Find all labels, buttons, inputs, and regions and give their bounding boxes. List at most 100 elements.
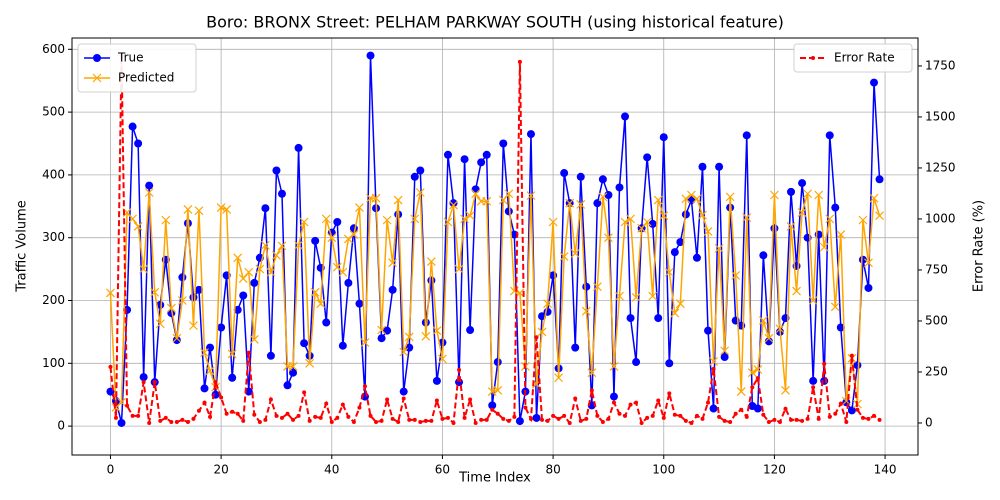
data-point	[139, 373, 148, 382]
data-point	[573, 396, 578, 401]
data-point	[134, 139, 143, 148]
data-point	[720, 346, 730, 356]
data-point	[626, 314, 635, 323]
data-point	[858, 215, 868, 225]
y-tick-label: 300	[42, 230, 65, 244]
data-point	[526, 130, 535, 139]
data-point	[477, 158, 486, 167]
data-point	[279, 415, 284, 420]
data-point	[421, 331, 431, 341]
data-point	[407, 417, 412, 422]
data-point	[219, 395, 224, 400]
data-point	[665, 359, 674, 368]
data-point	[860, 415, 865, 420]
series-line	[109, 191, 881, 409]
data-point	[401, 396, 406, 401]
data-point	[272, 166, 281, 175]
y2-tick-label: 1500	[925, 109, 956, 123]
data-point	[438, 354, 447, 364]
x-tick-label: 0	[107, 463, 115, 477]
data-point	[517, 59, 522, 64]
data-point	[230, 409, 235, 414]
data-point	[742, 213, 752, 223]
data-point	[598, 175, 607, 184]
data-point	[174, 419, 179, 424]
data-point	[144, 188, 154, 197]
data-point	[592, 282, 602, 292]
data-point	[404, 332, 414, 342]
data-point	[147, 420, 152, 425]
data-point	[374, 419, 379, 424]
data-point	[736, 387, 746, 396]
data-point	[133, 221, 143, 231]
data-point	[589, 388, 594, 393]
data-point	[576, 172, 585, 181]
data-point	[445, 415, 450, 420]
data-point	[145, 181, 154, 190]
data-point	[183, 205, 193, 214]
data-point	[571, 343, 580, 352]
data-point	[797, 208, 807, 218]
y2-tick-label: 1250	[925, 160, 956, 174]
data-point	[794, 417, 799, 422]
data-point	[554, 373, 564, 383]
data-point	[250, 278, 259, 287]
data-point	[283, 381, 292, 390]
data-point	[548, 217, 558, 227]
data-point	[415, 188, 425, 197]
legend-marker	[92, 73, 102, 83]
data-point	[460, 155, 469, 164]
data-point	[634, 400, 639, 405]
data-point	[260, 240, 270, 250]
data-point	[659, 133, 668, 142]
data-point	[615, 291, 624, 301]
data-point	[570, 248, 580, 258]
data-point	[700, 416, 705, 421]
data-point	[714, 243, 724, 253]
data-point	[125, 403, 130, 408]
data-point	[360, 338, 370, 348]
data-point	[333, 218, 342, 227]
data-point	[698, 162, 707, 171]
data-point	[139, 264, 149, 274]
data-point	[355, 203, 364, 212]
data-point	[180, 417, 185, 422]
y2-tick-label: 1750	[925, 58, 956, 72]
data-point	[537, 327, 547, 337]
data-point	[128, 214, 138, 224]
data-point	[426, 257, 436, 266]
data-point	[117, 418, 126, 427]
data-point	[750, 385, 755, 390]
data-point	[432, 326, 442, 336]
y-tick-label: 500	[42, 105, 65, 119]
data-point	[357, 405, 362, 410]
data-point	[385, 397, 390, 402]
data-point	[272, 250, 281, 260]
data-point	[523, 405, 528, 410]
data-point	[368, 413, 373, 418]
data-point	[440, 416, 445, 421]
data-point	[346, 414, 351, 419]
x-axis-label: Time Index	[458, 471, 531, 486]
data-point	[200, 384, 209, 393]
data-point	[711, 366, 716, 371]
data-point	[261, 204, 270, 213]
data-point	[506, 418, 511, 423]
data-point	[194, 285, 203, 294]
data-point	[471, 185, 480, 194]
data-point	[155, 319, 165, 329]
y2-tick-label: 750	[925, 262, 948, 276]
data-point	[875, 211, 884, 221]
data-point	[872, 413, 877, 418]
data-point	[329, 419, 334, 424]
y2-tick-label: 500	[925, 313, 948, 327]
data-point	[224, 411, 229, 416]
data-point	[825, 131, 834, 140]
data-point	[377, 325, 386, 335]
data-point	[344, 278, 353, 287]
data-point	[819, 242, 829, 252]
data-point	[789, 417, 794, 422]
data-point	[689, 420, 694, 425]
data-point	[196, 408, 201, 413]
data-point	[836, 230, 846, 239]
